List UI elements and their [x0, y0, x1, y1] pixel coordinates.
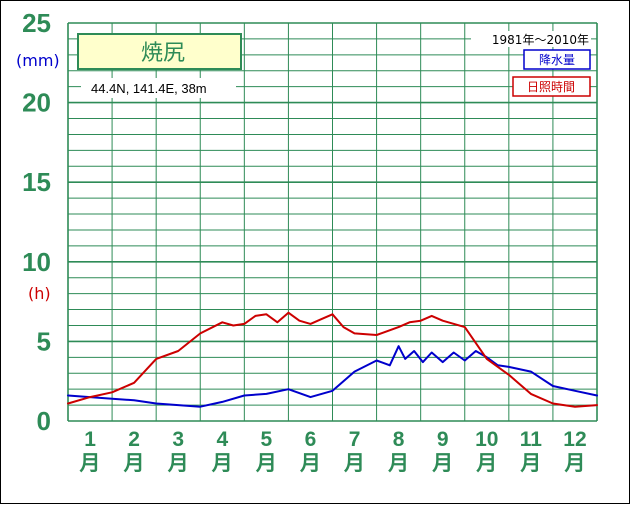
legend: 降水量 日照時間	[512, 49, 591, 97]
series-group	[67, 311, 598, 408]
y-tick-label: 0	[37, 406, 51, 436]
precip-unit-label: (mm)	[16, 51, 60, 70]
legend-sun-box	[512, 76, 591, 97]
x-tick-unit: 月	[167, 452, 189, 475]
x-tick-unit: 月	[519, 452, 541, 475]
legend-precip-label: 降水量	[539, 53, 575, 67]
station-coordinates: 44.4N, 141.4E, 38m	[91, 81, 207, 96]
x-tick-label: 11	[520, 428, 543, 451]
y-tick-label: 15	[22, 167, 51, 197]
x-tick-unit: 月	[123, 452, 145, 475]
series-line-sun	[67, 311, 598, 408]
x-tick-unit: 月	[563, 452, 585, 475]
period-label: 1981年〜2010年	[492, 33, 589, 47]
y-tick-label: 5	[37, 326, 51, 356]
coord-bg	[81, 78, 236, 98]
x-tick-label: 2	[128, 428, 140, 451]
x-tick-unit: 月	[343, 452, 365, 475]
x-tick-label: 3	[172, 428, 184, 451]
station-name: 焼尻	[141, 41, 185, 66]
period-bg	[471, 31, 591, 47]
x-tick-label: 7	[349, 428, 361, 451]
x-tick-unit: 月	[475, 452, 497, 475]
x-tick-label: 12	[563, 428, 586, 451]
station-box	[77, 33, 242, 70]
x-tick-label: 1	[84, 428, 96, 451]
x-tick-label: 9	[437, 428, 449, 451]
series-line-precip	[67, 345, 598, 408]
x-tick-unit: 月	[79, 452, 101, 475]
y-tick-labels: 0 5 10 15 20 25	[22, 8, 51, 436]
x-tick-label: 5	[261, 428, 273, 451]
x-tick-label: 8	[393, 428, 405, 451]
y-tick-label: 20	[22, 88, 51, 118]
legend-sun-label: 日照時間	[527, 80, 575, 94]
x-tick-unit: 月	[299, 452, 321, 475]
x-tick-label: 4	[216, 428, 228, 451]
x-tick-unit: 月	[255, 452, 277, 475]
x-tick-unit: 月	[431, 452, 453, 475]
x-tick-label: 6	[305, 428, 317, 451]
y-tick-label: 25	[22, 8, 51, 38]
sun-unit-label: (h)	[28, 284, 51, 303]
legend-precip-box	[523, 49, 591, 70]
x-tick-unit: 月	[387, 452, 409, 475]
x-tick-unit: 月	[211, 452, 233, 475]
y-tick-label: 10	[22, 247, 51, 277]
x-tick-label: 10	[475, 428, 498, 451]
grid	[67, 22, 598, 422]
